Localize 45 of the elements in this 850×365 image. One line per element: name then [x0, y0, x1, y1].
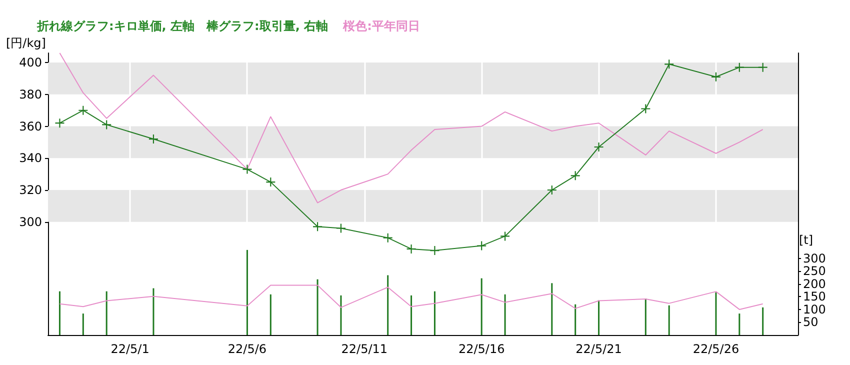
- x-tick-label: 22/5/6: [228, 342, 267, 356]
- x-tick-label: 22/5/21: [576, 342, 622, 356]
- point: [758, 62, 768, 72]
- point: [594, 142, 604, 152]
- point: [55, 118, 64, 128]
- point: [430, 246, 440, 256]
- y2-tick-label: 300: [803, 251, 826, 266]
- line-series: [59, 284, 764, 310]
- point: [547, 186, 556, 195]
- line-series: [59, 52, 764, 204]
- point: [383, 233, 392, 242]
- point: [148, 134, 158, 144]
- x-tick-label: 22/5/26: [692, 342, 740, 356]
- y-tick-label: 360: [19, 119, 42, 134]
- point: [102, 120, 112, 130]
- y2-tick-label: 200: [803, 276, 826, 291]
- point: [711, 72, 720, 82]
- y-tick-label: 320: [19, 183, 42, 198]
- y-tick-label: 380: [19, 87, 42, 102]
- y-tick-label: 340: [19, 151, 42, 166]
- y2-tick-label: 100: [803, 302, 826, 316]
- point: [242, 164, 252, 174]
- point: [664, 60, 674, 69]
- x-tick-label: 22/5/1: [110, 342, 150, 356]
- point: [641, 104, 650, 114]
- point: [266, 178, 276, 187]
- point: [313, 222, 322, 232]
- y-axis-title: [円/kg]: [6, 36, 46, 50]
- chart-subtitle: 桜色:平年同日: [342, 19, 420, 33]
- y-tick-label: 400: [19, 56, 42, 70]
- point: [336, 224, 346, 233]
- x-tick-label: 22/5/16: [458, 342, 505, 356]
- point: [570, 171, 580, 180]
- point: [500, 232, 510, 241]
- point: [406, 244, 416, 254]
- y-tick-label: 300: [19, 214, 42, 229]
- y2-tick-label: 50: [803, 315, 818, 330]
- point: [78, 106, 88, 115]
- y2-axis-title: [t]: [799, 233, 814, 247]
- y2-tick-label: 250: [803, 264, 826, 278]
- point: [477, 241, 486, 250]
- x-tick-label: 22/5/11: [341, 342, 388, 356]
- chart-title: 折れ線グラフ:キロ単価, 左軸 棒グラフ:取引量, 右軸: [36, 19, 328, 33]
- point: [734, 62, 744, 72]
- y2-tick-label: 150: [803, 290, 826, 304]
